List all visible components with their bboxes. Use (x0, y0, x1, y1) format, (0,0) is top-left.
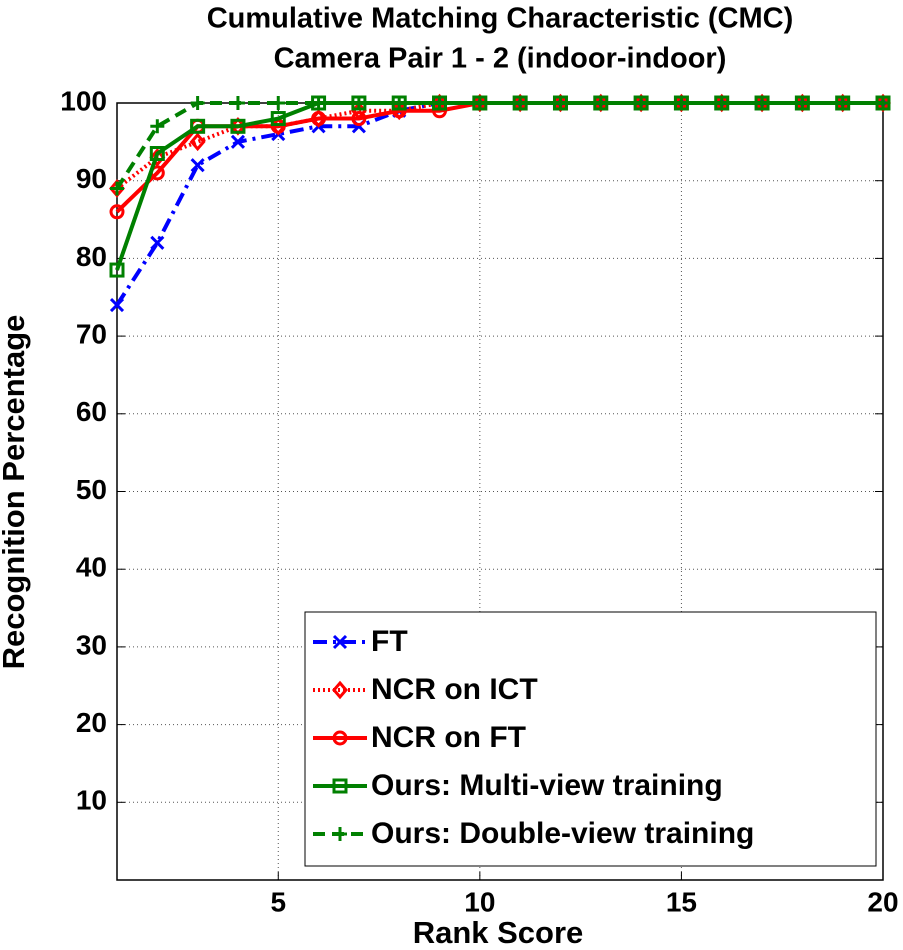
y-tick-label: 50 (76, 474, 107, 505)
marker (755, 96, 770, 110)
marker (190, 96, 205, 110)
x-tick-label: 20 (867, 886, 898, 917)
y-axis-label: Recognition Percentage (0, 315, 31, 670)
x-tick-label: 10 (464, 886, 495, 917)
series-line (115, 101, 883, 190)
x-axis-label: Rank Score (413, 915, 584, 950)
y-tick-label: 100 (60, 85, 107, 116)
marker (230, 96, 245, 110)
marker (270, 111, 286, 127)
marker (230, 134, 246, 149)
marker (271, 96, 286, 110)
marker (513, 96, 528, 110)
y-tick-label: 70 (76, 318, 107, 349)
marker (553, 96, 568, 110)
marker (109, 204, 125, 220)
marker (109, 297, 125, 313)
marker (311, 96, 326, 110)
marker (634, 96, 649, 110)
x-tick-label: 5 (270, 886, 286, 917)
y-tick-label: 10 (76, 785, 107, 816)
marker (110, 181, 124, 196)
legend-marker (332, 634, 348, 650)
legend-box (304, 611, 877, 867)
legend-label: Ours: Double-view training (371, 817, 754, 850)
marker (311, 111, 327, 127)
marker (432, 96, 447, 110)
legend-label: Ours: Multi-view training (371, 769, 723, 802)
marker (351, 111, 367, 127)
chart-title: Cumulative Matching Characteristic (CMC) (207, 3, 794, 35)
marker (674, 96, 689, 110)
marker (149, 146, 165, 162)
y-tick-label: 30 (76, 629, 107, 660)
legend-label: NCR on ICT (371, 673, 538, 706)
marker (835, 96, 850, 110)
x-tick-label: 15 (666, 886, 697, 917)
marker (109, 262, 125, 278)
marker (593, 96, 608, 110)
marker (795, 96, 810, 110)
y-tick-label: 40 (76, 552, 107, 583)
marker (876, 96, 890, 110)
marker (351, 96, 366, 110)
marker (150, 235, 165, 250)
marker (392, 96, 407, 110)
y-tick-label: 90 (76, 163, 107, 194)
legend-marker (332, 730, 348, 746)
marker (150, 119, 165, 134)
y-tick-label: 60 (76, 396, 107, 427)
legend-marker (333, 827, 347, 841)
marker (190, 158, 205, 173)
chart-subtitle: Camera Pair 1 - 2 (indoor-indoor) (274, 43, 727, 75)
y-tick-label: 20 (76, 707, 107, 738)
marker (149, 148, 166, 167)
marker (190, 118, 206, 134)
marker (472, 96, 487, 110)
legend-marker (332, 778, 348, 794)
legend-marker (332, 680, 348, 700)
marker (189, 132, 206, 152)
y-tick-label: 80 (76, 241, 107, 272)
legend-label: FT (371, 625, 408, 658)
series-line (115, 101, 883, 191)
marker (230, 118, 246, 134)
marker (714, 96, 729, 110)
legend-label: NCR on FT (371, 721, 526, 754)
